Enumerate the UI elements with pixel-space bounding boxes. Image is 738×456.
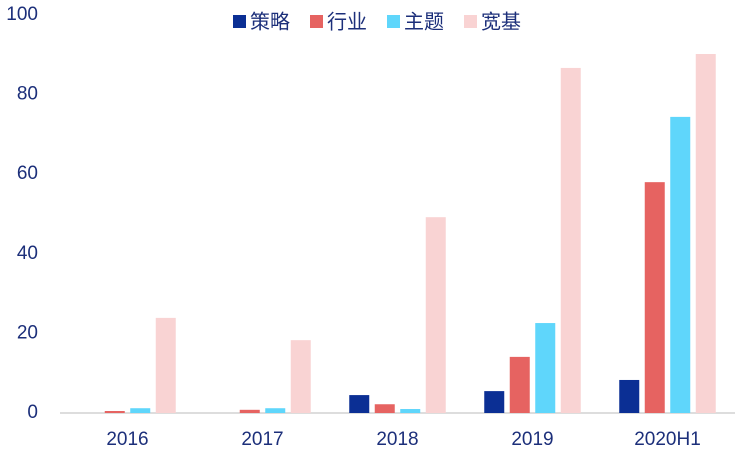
bar <box>644 182 665 413</box>
bar <box>349 395 370 413</box>
y-tick-label: 100 <box>6 4 38 25</box>
bar <box>509 356 530 413</box>
bar <box>619 379 640 413</box>
legend-swatch <box>387 15 400 28</box>
bar <box>400 409 421 413</box>
bar <box>290 340 311 413</box>
bar <box>560 67 581 414</box>
bar <box>695 54 716 414</box>
y-tick-label: 60 <box>17 163 38 184</box>
bar <box>130 408 151 413</box>
bar <box>239 409 260 413</box>
legend-label: 策略 <box>250 10 290 33</box>
bar <box>670 116 691 413</box>
bar <box>425 217 446 413</box>
x-tick-label: 2017 <box>241 429 283 450</box>
legend-label: 主题 <box>404 10 444 33</box>
legend-swatch <box>310 15 323 28</box>
y-tick-label: 80 <box>17 84 38 105</box>
y-tick-label: 40 <box>17 243 38 264</box>
y-tick-label: 0 <box>27 402 38 423</box>
legend-swatch <box>233 15 246 28</box>
bar <box>155 317 176 413</box>
x-tick-label: 2020H1 <box>634 429 701 450</box>
x-tick-label: 2018 <box>376 429 418 450</box>
bar <box>374 404 395 413</box>
bar <box>104 411 125 413</box>
legend-label: 行业 <box>327 10 367 33</box>
bar <box>265 408 286 413</box>
bar <box>535 323 556 413</box>
x-tick-label: 2016 <box>106 429 148 450</box>
legend-swatch <box>464 15 477 28</box>
y-tick-label: 20 <box>17 322 38 343</box>
bar <box>484 391 505 413</box>
x-tick-label: 2019 <box>511 429 553 450</box>
legend-label: 宽基 <box>481 10 521 33</box>
